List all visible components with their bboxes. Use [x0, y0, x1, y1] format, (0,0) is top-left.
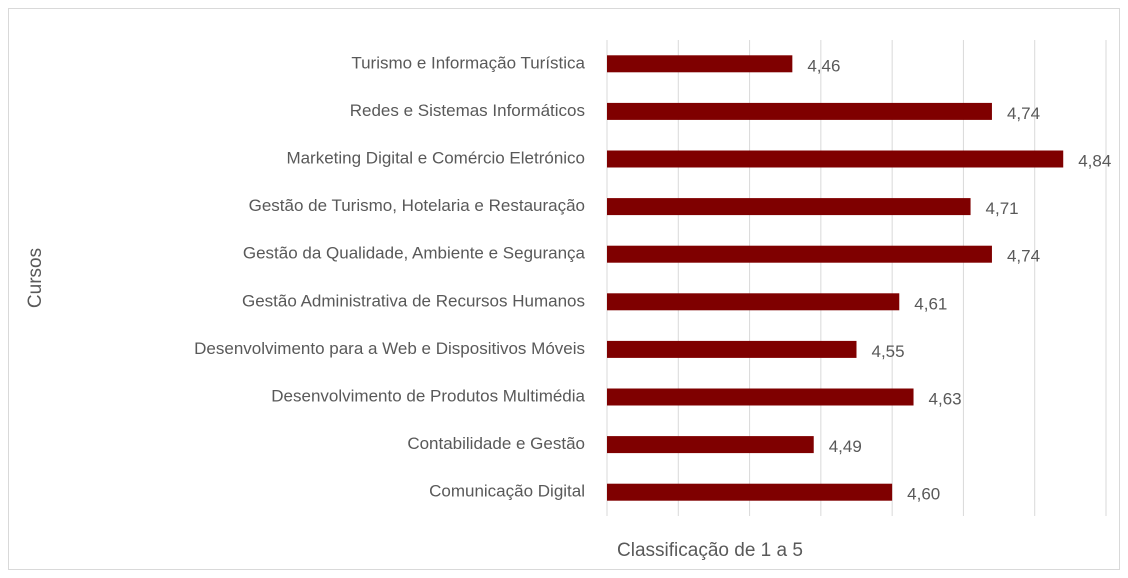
y-tick-label: Gestão da Qualidade, Ambiente e Seguranç… [243, 244, 586, 263]
value-label: 4,71 [986, 199, 1019, 218]
y-tick-label: Contabilidade e Gestão [407, 434, 585, 453]
bar [607, 436, 814, 454]
y-axis-title: Cursos [25, 248, 46, 308]
bar [607, 245, 992, 263]
bar [607, 293, 900, 311]
bar [607, 340, 857, 358]
chart-border [8, 8, 1120, 570]
bar [607, 483, 893, 501]
bar [607, 55, 793, 73]
bar [607, 150, 1064, 168]
y-tick-label: Gestão de Turismo, Hotelaria e Restauraç… [249, 196, 585, 215]
bar [607, 388, 914, 406]
value-label: 4,49 [829, 437, 862, 456]
y-tick-label: Redes e Sistemas Informáticos [350, 101, 585, 120]
y-tick-label: Gestão Administrativa de Recursos Humano… [242, 291, 585, 310]
value-label: 4,74 [1007, 247, 1040, 266]
value-label: 4,74 [1007, 104, 1040, 123]
y-tick-label: Turismo e Informação Turística [351, 53, 585, 72]
value-label: 4,61 [914, 294, 947, 313]
y-tick-label: Marketing Digital e Comércio Eletrónico [286, 148, 585, 167]
value-label: 4,55 [872, 342, 905, 361]
value-label: 4,60 [907, 485, 940, 504]
value-label: 4,84 [1078, 151, 1111, 170]
y-tick-label: Desenvolvimento para a Web e Dispositivo… [194, 339, 585, 358]
bar [607, 102, 992, 120]
y-tick-label: Comunicação Digital [429, 482, 585, 501]
value-label: 4,46 [807, 56, 840, 75]
value-label: 4,63 [929, 389, 962, 408]
y-tick-label: Desenvolvimento de Produtos Multimédia [271, 386, 585, 405]
x-axis-title: Classificação de 1 a 5 [617, 540, 803, 561]
bar [607, 198, 971, 216]
